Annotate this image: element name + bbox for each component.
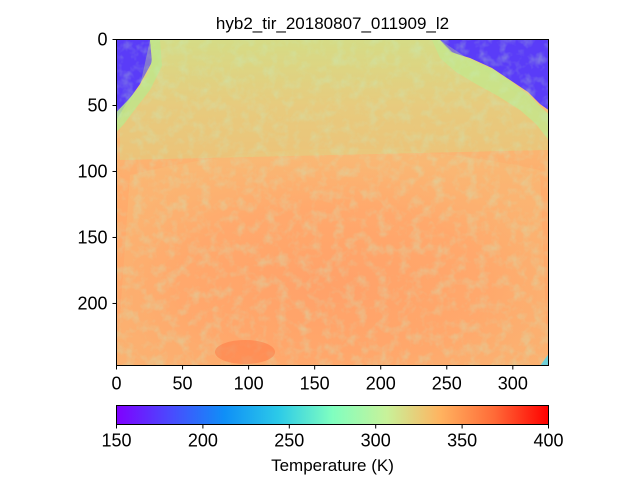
- x-tick-label: 0: [111, 374, 121, 394]
- plot-frame: [116, 39, 549, 366]
- colorbar-tick-label: 350: [447, 431, 477, 451]
- colorbar-tick-label: 250: [274, 431, 304, 451]
- heatmap-texture: [116, 39, 549, 366]
- colorbar: [116, 405, 549, 425]
- heatmap-warm-spot: [215, 340, 275, 364]
- y-tick-label: 0: [97, 30, 107, 50]
- x-tick-label: 200: [366, 374, 396, 394]
- colorbar-tick-label: 150: [101, 431, 131, 451]
- heatmap-bottom-right-notch: [540, 354, 549, 366]
- colorbar-tick-label: 300: [361, 431, 391, 451]
- y-tick-label: 100: [77, 161, 107, 181]
- y-axis: 0 50 100 150 200: [77, 30, 117, 313]
- chart-title: hyb2_tir_20180807_011909_l2: [216, 14, 449, 33]
- heatmap-image: [116, 39, 549, 366]
- y-tick-label: 150: [77, 227, 107, 247]
- y-tick-label: 50: [87, 95, 107, 115]
- x-tick-label: 150: [300, 374, 330, 394]
- x-axis: 0 50 100 150 200 250 300: [111, 365, 528, 394]
- x-tick-label: 100: [234, 374, 264, 394]
- y-tick-label: 200: [77, 293, 107, 313]
- colorbar-tick-label: 200: [188, 431, 218, 451]
- colorbar-label: Temperature (K): [271, 456, 394, 475]
- x-tick-label: 250: [432, 374, 462, 394]
- colorbar-axis: 150 200 250 300 350 400: [101, 424, 564, 451]
- x-tick-label: 50: [173, 374, 193, 394]
- x-tick-label: 300: [498, 374, 528, 394]
- colorbar-tick-label: 400: [533, 431, 563, 451]
